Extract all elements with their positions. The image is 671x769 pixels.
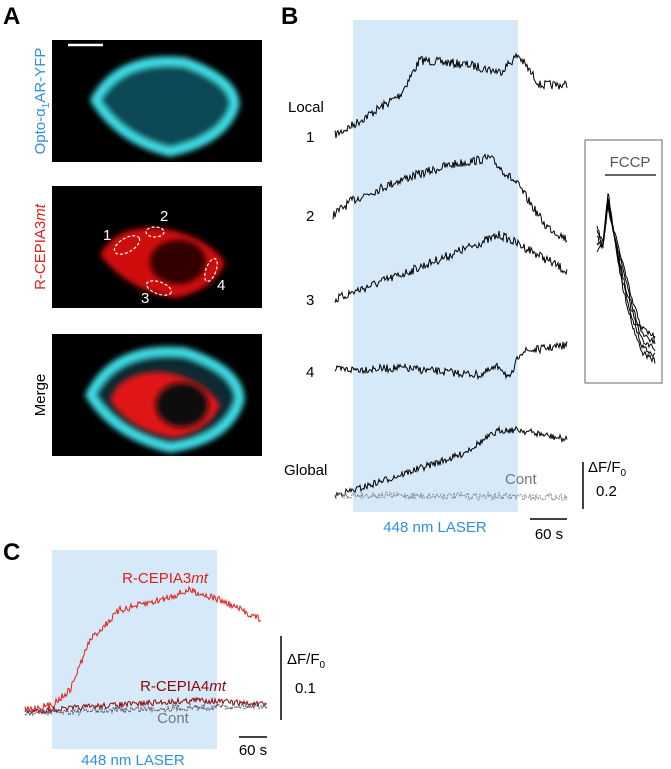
trace: [334, 341, 568, 381]
roi-label: 2: [160, 208, 168, 225]
stimulus-window: [52, 550, 217, 749]
channel-label: Opto-α1AR-YFP: [32, 48, 52, 155]
control-label: Cont: [505, 471, 538, 488]
panel-label: C: [3, 539, 20, 566]
scale-label: ΔF/F0: [588, 459, 627, 479]
group-label: Global: [284, 462, 327, 479]
panel-label: B: [281, 3, 298, 30]
traces: [24, 52, 656, 717]
trace: [24, 696, 267, 715]
inset-label: FCCP: [610, 154, 651, 171]
trace-label: R-CEPIA4mt: [140, 678, 227, 695]
channel-label: Merge: [32, 374, 49, 417]
time-label: 60 s: [535, 526, 563, 543]
scale-value: 0.2: [596, 483, 617, 500]
trace: [24, 585, 262, 714]
trace: [334, 490, 568, 502]
trace: [334, 425, 568, 499]
channel-label: R-CEPIA3mt: [32, 203, 49, 290]
trace: [332, 153, 568, 243]
control-label: Cont: [157, 710, 190, 727]
roi-label: 3: [141, 290, 149, 307]
trace-label: R-CEPIA3mt: [122, 570, 209, 587]
cell-yfp: [89, 56, 240, 157]
stimulus-label: 448 nm LASER: [383, 519, 487, 536]
time-label: 60 s: [239, 742, 267, 759]
trace-label: 4: [306, 364, 314, 381]
scale-label: ΔF/F0: [287, 651, 326, 671]
stimulus-label: 448 nm LASER: [81, 752, 185, 769]
trace: [596, 206, 656, 364]
nucleus: [150, 240, 206, 284]
stimulus-window: [353, 20, 518, 512]
trace-label: 1: [306, 129, 314, 146]
panel-label: A: [3, 3, 20, 30]
scale-value: 0.1: [295, 680, 316, 697]
group-label: Local: [288, 99, 324, 116]
trace: [334, 230, 568, 303]
trace-label: 3: [306, 292, 314, 309]
roi-label: 1: [103, 227, 111, 244]
inset-box: [584, 139, 663, 384]
trace: [24, 702, 268, 717]
roi-label: 4: [217, 277, 225, 294]
trace: [334, 52, 568, 139]
roi-outlines: [113, 226, 218, 296]
trace-label: 2: [306, 208, 314, 225]
nucleus: [156, 383, 208, 427]
